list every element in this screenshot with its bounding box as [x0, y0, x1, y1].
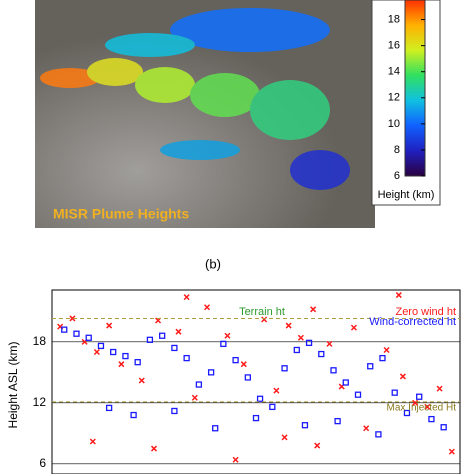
point	[326, 340, 333, 347]
tick-label: 12	[388, 92, 400, 104]
point	[383, 346, 390, 354]
point	[379, 354, 386, 362]
annotation: Terrain ht	[239, 306, 285, 318]
point	[334, 417, 341, 425]
tick-label: 16	[388, 40, 400, 52]
legend-entry: Wind-corrected ht	[369, 316, 456, 328]
point	[314, 442, 321, 449]
y-tick-label: 6	[39, 456, 46, 470]
point	[318, 350, 325, 358]
image-title: MISR Plume Heights	[53, 206, 189, 222]
point	[106, 322, 113, 329]
point	[118, 361, 125, 368]
point	[85, 334, 92, 341]
annotation: Max Injected Ht	[387, 403, 457, 414]
point	[330, 367, 337, 374]
point	[424, 403, 431, 410]
point	[395, 292, 402, 299]
colorbar-label: Height (km)	[378, 189, 435, 201]
plume-overlay	[40, 8, 350, 190]
plot-area	[51, 289, 461, 474]
point	[171, 407, 178, 415]
tick-label: 14	[388, 66, 400, 78]
point	[171, 344, 178, 352]
point	[428, 415, 435, 423]
point	[183, 294, 190, 301]
point	[310, 306, 317, 313]
point	[281, 434, 288, 441]
point	[350, 324, 357, 331]
point	[138, 377, 145, 384]
tick-label: 10	[388, 118, 400, 130]
point	[399, 373, 406, 380]
tick-label: 8	[394, 144, 400, 156]
point	[375, 431, 382, 438]
point	[110, 348, 117, 356]
point	[285, 322, 292, 329]
point	[416, 393, 423, 400]
point	[367, 363, 374, 370]
legend-entry: Zero wind ht	[395, 306, 456, 318]
y-tick-label: 18	[33, 334, 47, 348]
point	[412, 399, 419, 406]
point	[73, 330, 80, 337]
point	[122, 352, 129, 360]
point	[363, 425, 370, 432]
point	[440, 424, 447, 431]
point	[191, 394, 198, 401]
point	[195, 381, 203, 388]
point	[204, 304, 211, 311]
point	[150, 445, 158, 452]
point	[212, 425, 219, 432]
point	[436, 385, 443, 392]
point	[105, 404, 113, 412]
colorbar-scale	[404, 0, 426, 177]
point	[256, 395, 264, 402]
y-axis-label: Height ASL (km)	[6, 342, 20, 429]
point	[273, 387, 280, 394]
point	[281, 365, 288, 372]
scatter-plot: (b) 6 12 18 Height ASL (km) Terrain ht Max Inj…	[6, 256, 461, 474]
point	[448, 448, 455, 455]
point	[207, 369, 215, 376]
point	[183, 354, 190, 362]
point	[232, 456, 239, 463]
colorbar: 6 8 10 12 14 16 18 Height (km) MISR Plume Height…	[53, 0, 434, 222]
point	[232, 356, 239, 364]
point	[261, 316, 268, 323]
point	[97, 342, 105, 350]
point	[224, 332, 231, 339]
point	[244, 374, 251, 381]
point	[403, 409, 411, 417]
point	[297, 334, 304, 341]
point	[301, 422, 309, 429]
point	[293, 346, 300, 354]
point	[220, 340, 227, 348]
tick-label: 6	[394, 170, 400, 182]
point	[391, 389, 398, 396]
point	[61, 326, 68, 333]
point	[269, 403, 276, 411]
panel-label: (b)	[205, 256, 221, 271]
point	[146, 336, 154, 343]
point	[159, 332, 166, 339]
point	[240, 361, 247, 368]
point	[354, 391, 362, 398]
point	[130, 411, 137, 419]
y-tick-label: 12	[33, 395, 47, 409]
point	[175, 328, 182, 335]
point	[89, 438, 96, 445]
tick-label: 18	[388, 13, 400, 25]
point	[342, 379, 349, 386]
point	[134, 359, 141, 366]
point	[69, 315, 76, 322]
point	[252, 414, 260, 422]
point	[305, 339, 313, 347]
point	[93, 348, 100, 356]
